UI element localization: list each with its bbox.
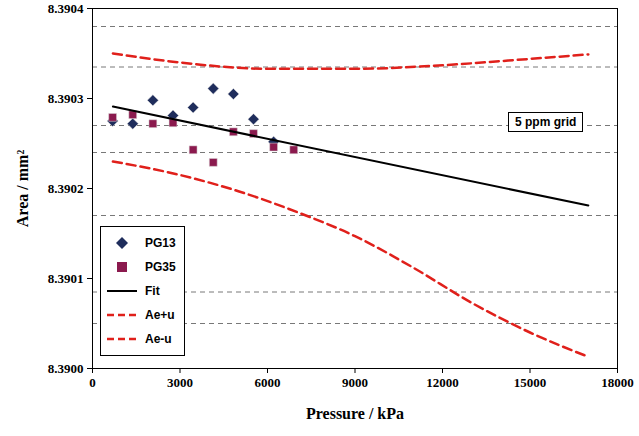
svg-text:9000: 9000 xyxy=(342,375,368,390)
html-text:PG35: PG35 xyxy=(145,260,176,274)
svg-text:8.3901: 8.3901 xyxy=(48,271,84,286)
svg-text:8.3903: 8.3903 xyxy=(48,91,84,106)
svg-text:8.3900: 8.3900 xyxy=(48,361,84,376)
html-text:Ae+u: Ae+u xyxy=(145,308,175,322)
svg-text:0: 0 xyxy=(89,375,96,390)
svg-text:8.3904: 8.3904 xyxy=(48,1,84,16)
svg-text:15000: 15000 xyxy=(514,375,547,390)
svg-text:3000: 3000 xyxy=(167,375,193,390)
html-text:5 ppm grid: 5 ppm grid xyxy=(515,115,577,129)
html-text:PG13: PG13 xyxy=(145,236,176,250)
html-text:Fit: Fit xyxy=(145,284,160,298)
svg-text:18000: 18000 xyxy=(601,375,634,390)
svg-text:Pressure / kPa: Pressure / kPa xyxy=(306,405,404,422)
html-text:Ae-u: Ae-u xyxy=(145,332,172,346)
svg-text:8.3902: 8.3902 xyxy=(48,181,84,196)
svg-text:Area / mm²: Area / mm² xyxy=(14,150,31,228)
svg-text:6000: 6000 xyxy=(255,375,281,390)
svg-text:12000: 12000 xyxy=(426,375,459,390)
